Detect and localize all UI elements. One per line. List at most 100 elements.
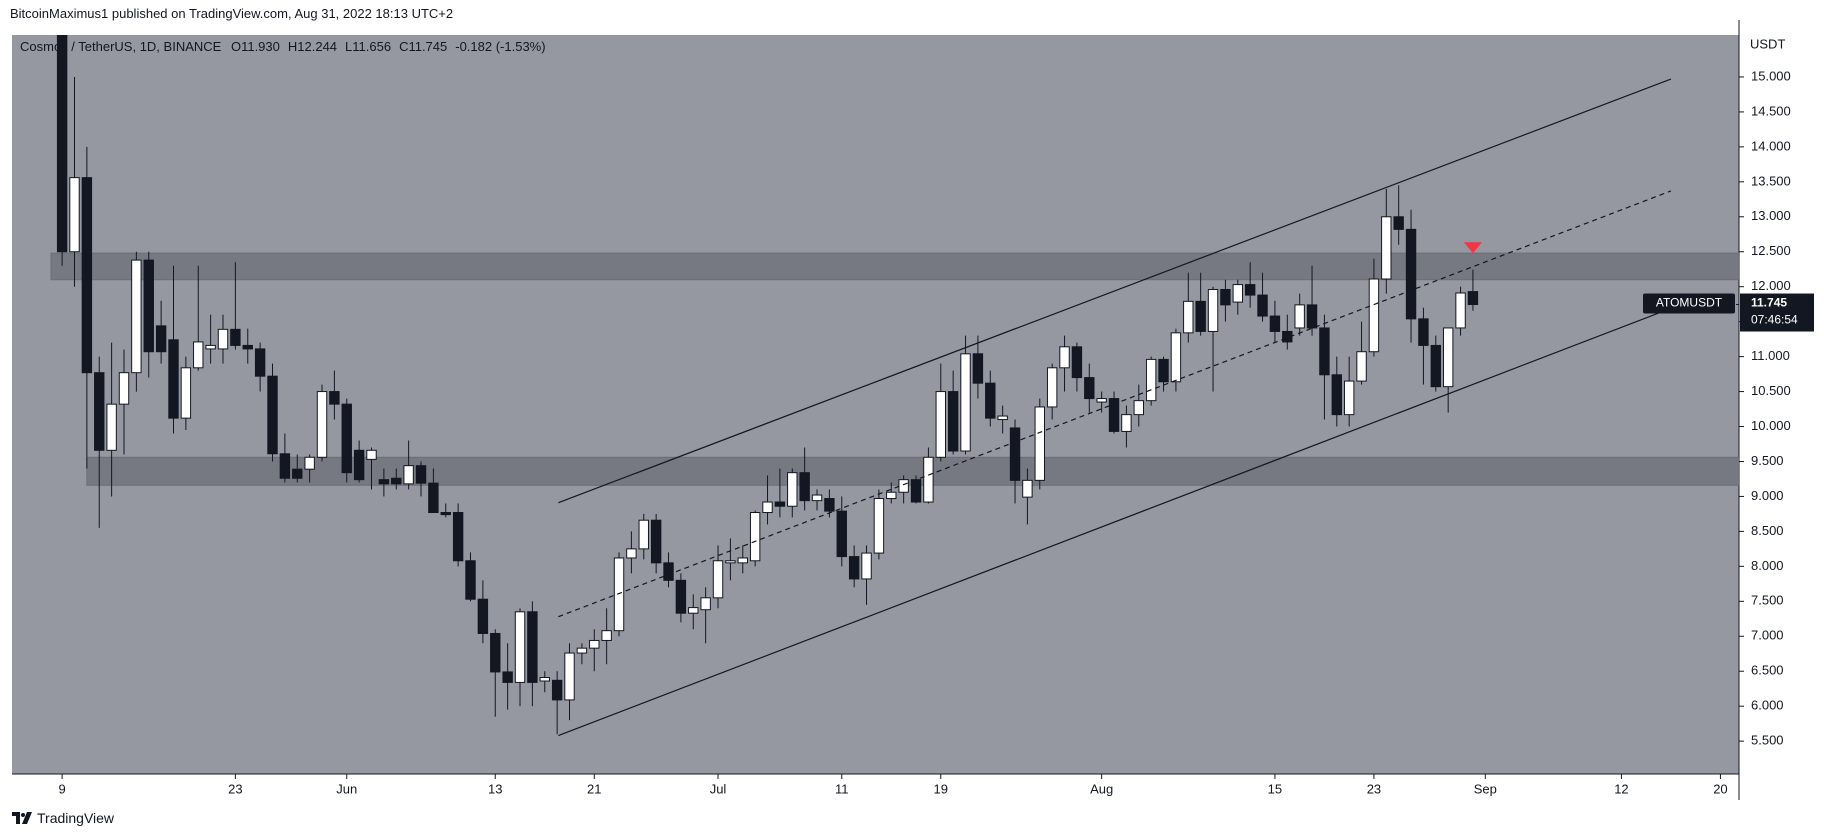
candle-body [589, 639, 600, 649]
candle-body [985, 382, 996, 419]
plot-background [12, 35, 1739, 774]
x-tick-label: Aug [1090, 781, 1113, 796]
candle-body [1405, 228, 1417, 320]
candle-body [155, 325, 167, 353]
candle-body [824, 498, 835, 512]
candle-body [242, 344, 253, 350]
candle-body [1071, 346, 1083, 379]
candle-body [205, 344, 216, 350]
candle-body [490, 632, 501, 673]
ohlc-key: O [230, 39, 242, 54]
candle-body [749, 512, 761, 562]
x-tick-label: 15 [1268, 781, 1282, 796]
y-tick-label: 8.000 [1751, 558, 1784, 573]
y-tick-label: 13.500 [1751, 173, 1791, 188]
candle-body [1084, 377, 1095, 400]
y-tick-label: 7.000 [1751, 628, 1784, 643]
candle-body [1059, 346, 1070, 369]
ohlc-item: H12.244 [288, 39, 337, 54]
ohlc-value: 11.745 [408, 39, 448, 54]
trend-line [558, 190, 1672, 618]
plot-area [50, 35, 1739, 737]
candle-body [898, 479, 909, 493]
candle-body [923, 456, 934, 503]
resistance-marker [1463, 242, 1482, 254]
candle-body [1269, 315, 1281, 332]
candle-body [947, 391, 959, 452]
y-tick-label: 12.500 [1751, 243, 1791, 258]
ohlc-value: 11.930 [241, 39, 280, 54]
candle-body [1009, 427, 1021, 481]
candle-body [267, 375, 278, 455]
x-tick-label: 9 [59, 781, 66, 796]
candle-body [143, 259, 154, 353]
candle-body [1467, 291, 1479, 306]
candle-body [1145, 358, 1157, 402]
publisher-line: BitcoinMaximus1 published on TradingView… [10, 6, 454, 21]
y-tick-label: 9.500 [1751, 453, 1784, 468]
candle-body [279, 453, 291, 479]
candle-body [1207, 288, 1219, 332]
ohlc-key: H [287, 39, 298, 54]
candle-body [1034, 406, 1045, 481]
candle-body [1257, 294, 1268, 317]
candle-body [452, 512, 464, 562]
candle-body [1393, 216, 1404, 230]
candle-body [737, 557, 748, 564]
y-tick-label: 12.000 [1751, 278, 1791, 293]
candle-body [1133, 400, 1144, 416]
candle-body [1121, 414, 1132, 432]
y-tick-label: 10.500 [1751, 383, 1791, 398]
candle-body [663, 562, 674, 581]
candle-body [465, 560, 476, 600]
x-tick-label: Jul [710, 781, 727, 796]
price-label-bg [1740, 293, 1814, 332]
candle-body [378, 479, 390, 485]
candle-body [1331, 374, 1342, 416]
x-tick-label: 20 [1713, 781, 1727, 796]
countdown-label: 07:46:54 [1751, 313, 1798, 327]
candle-body [972, 353, 984, 384]
candle-body [527, 611, 538, 683]
candle-body [539, 677, 550, 682]
ohlc-value: 11.656 [352, 39, 392, 54]
x-tick-label: 11 [835, 781, 849, 796]
y-tick-label: 11.000 [1751, 348, 1790, 363]
candle-body [1442, 327, 1454, 388]
candle-body [626, 548, 637, 559]
y-tick-label: 7.500 [1751, 593, 1784, 608]
x-tick-label: 23 [228, 781, 242, 796]
ohlc-item: L11.656 [345, 39, 391, 54]
candle-body [601, 630, 612, 641]
candle-body [1381, 216, 1392, 280]
symbol-label: ATOMUSDT [1656, 296, 1723, 310]
candle-body [861, 552, 872, 580]
candle-body [564, 652, 575, 701]
candle-body [366, 449, 377, 460]
ohlc-key: L [345, 39, 353, 54]
price-label: 11.745 [1751, 296, 1787, 310]
candle-body [712, 560, 724, 599]
candle-body [910, 479, 922, 503]
candle-body [193, 341, 204, 369]
candle-body [1430, 344, 1442, 388]
logo [12, 812, 32, 824]
candle-body [848, 556, 860, 580]
x-tick-label: 23 [1367, 781, 1381, 796]
candle-body [1368, 278, 1380, 353]
candle-body [1343, 380, 1355, 416]
legend: Cosmos / TetherUS, 1D, BINANCE O11.930 H1… [20, 39, 552, 54]
candle-body [576, 647, 588, 654]
candle-body [1294, 304, 1305, 329]
ohlc-item: O11.930 [231, 39, 280, 54]
candle-body [836, 510, 847, 558]
candle-body [316, 391, 328, 458]
candle-body [1158, 358, 1169, 383]
candle-body [56, 35, 68, 253]
y-tick-label: 14.500 [1751, 103, 1791, 118]
candle-body [81, 177, 93, 374]
candle-body [774, 501, 786, 507]
y-tick-label: 8.500 [1751, 523, 1784, 538]
